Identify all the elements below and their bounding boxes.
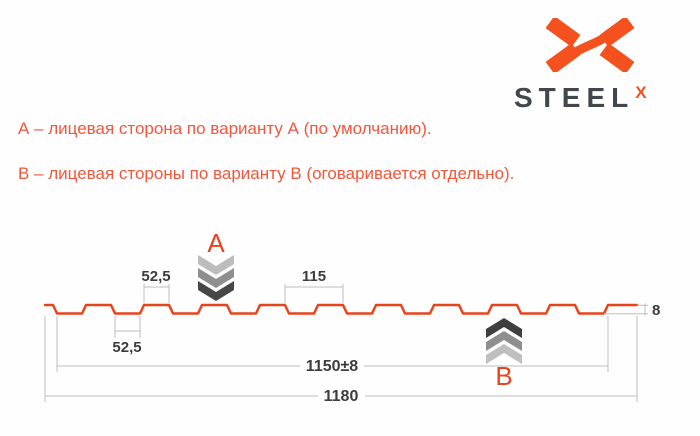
dim-pitch: 115 <box>284 268 344 303</box>
dim-working-width-label: 1150±8 <box>306 358 358 375</box>
marker-a-label: А <box>207 228 225 258</box>
logo-brand-text: STEEL <box>514 82 635 113</box>
marker-b-label: В <box>495 361 512 391</box>
chevron-b-3 <box>486 344 522 364</box>
note-variant-a: А – лицевая сторона по варианту А (по ум… <box>18 119 432 138</box>
chevron-a-1 <box>198 255 234 275</box>
dim-bottom-rib: 52,5 <box>112 316 142 356</box>
steelx-logo-icon <box>546 18 634 72</box>
logo-arm-bottom-right <box>599 42 634 72</box>
dim-top-rib-label: 52,5 <box>141 268 170 285</box>
dim-overall-width: 1180 <box>44 316 638 405</box>
chevron-b-2 <box>486 331 522 351</box>
chevron-a-2 <box>198 268 234 288</box>
note-variant-b: В – лицевая стороны по варианту В (огова… <box>18 164 515 183</box>
dim-height: 8 <box>604 302 660 319</box>
dim-overall-width-label: 1180 <box>324 388 359 405</box>
logo-sup-x: X <box>635 83 647 102</box>
dim-height-label: 8 <box>652 302 660 319</box>
logo-arm-top-left <box>546 18 581 48</box>
dim-pitch-label: 115 <box>302 268 326 285</box>
chevron-b-1 <box>486 318 522 338</box>
chevron-a-3 <box>198 281 234 301</box>
sheet-profile-line <box>43 303 639 315</box>
dim-top-rib: 52,5 <box>141 268 171 303</box>
logo-wordmark: STEELX <box>514 82 684 114</box>
logo-center-s-curve <box>566 29 614 61</box>
dim-working-width: 1150±8 <box>56 316 609 375</box>
chevron-down-icon <box>198 255 234 301</box>
chevron-up-icon <box>486 318 522 364</box>
dim-bottom-rib-label: 52,5 <box>112 339 141 356</box>
